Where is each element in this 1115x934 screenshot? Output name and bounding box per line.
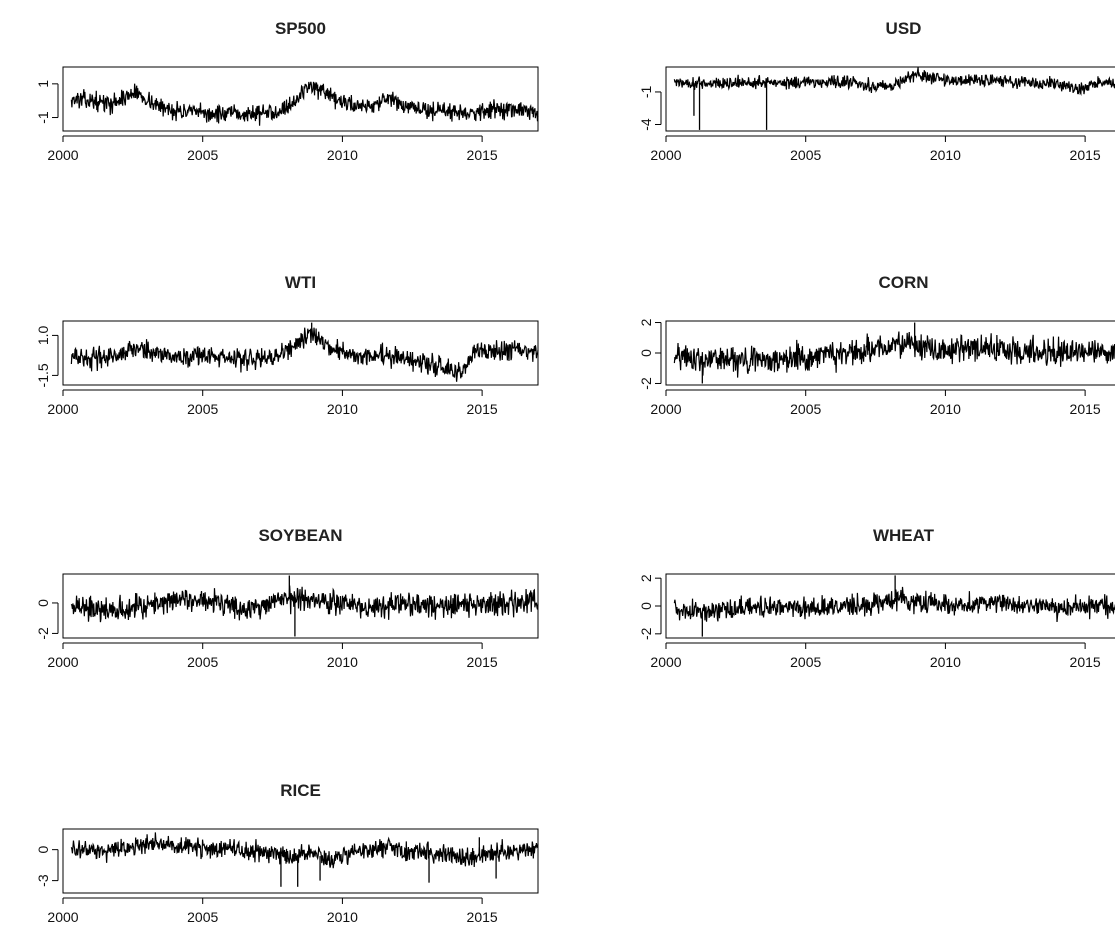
x-tick-label: 2005 bbox=[187, 654, 218, 670]
panel-soybean: SOYBEAN 2000 2005 2010 2015 -2 0 bbox=[35, 526, 539, 670]
y-tick-label: 2 bbox=[638, 318, 654, 326]
plot-frame bbox=[62, 320, 539, 386]
x-tick-label: 2015 bbox=[467, 401, 498, 417]
y-tick-label: -1 bbox=[35, 111, 51, 124]
y-tick-label: 0 bbox=[638, 602, 654, 610]
x-tick-label: 2000 bbox=[47, 654, 78, 670]
y-tick-label: 2 bbox=[638, 574, 654, 582]
plot-frame bbox=[62, 828, 539, 894]
panel-rice: RICE 2000 2005 2010 2015 -3 0 bbox=[35, 781, 539, 925]
x-tick-label: 2015 bbox=[467, 147, 498, 163]
x-tick-label: 2010 bbox=[327, 147, 358, 163]
plot-frame bbox=[62, 573, 539, 639]
x-tick-label: 2015 bbox=[1070, 654, 1101, 670]
x-tick-label: 2010 bbox=[930, 401, 961, 417]
plot-frame bbox=[62, 66, 539, 132]
series-line bbox=[70, 81, 539, 126]
x-tick-label: 2005 bbox=[790, 147, 821, 163]
panel-wheat: WHEAT 2000 2005 2010 2015 -2 0 2 bbox=[638, 526, 1115, 670]
chart-title: SP500 bbox=[275, 19, 326, 38]
x-tick-label: 2005 bbox=[187, 147, 218, 163]
y-tick-label: 1 bbox=[35, 80, 51, 88]
y-tick-label: 0 bbox=[638, 349, 654, 357]
y-tick-label: -2 bbox=[638, 377, 654, 390]
plot-frame bbox=[665, 320, 1115, 386]
series-line bbox=[673, 67, 1115, 97]
x-tick-label: 2010 bbox=[930, 147, 961, 163]
x-tick-label: 2000 bbox=[650, 654, 681, 670]
x-tick-label: 2005 bbox=[790, 654, 821, 670]
x-tick-label: 2010 bbox=[327, 654, 358, 670]
y-tick-label: -3 bbox=[35, 874, 51, 887]
series-line bbox=[673, 586, 1115, 622]
x-tick-label: 2000 bbox=[47, 147, 78, 163]
panel-usd: USD 2000 2005 2010 2015 -4 -1 bbox=[638, 19, 1115, 163]
panel-corn: CORN 2000 2005 2010 2015 -2 0 2 bbox=[638, 273, 1115, 417]
x-tick-label: 2015 bbox=[1070, 401, 1101, 417]
y-tick-label: -2 bbox=[35, 627, 51, 640]
series-line bbox=[70, 585, 539, 623]
x-tick-label: 2000 bbox=[650, 401, 681, 417]
plot-frame bbox=[665, 66, 1115, 132]
y-tick-label: -4 bbox=[638, 118, 654, 131]
chart-title: WHEAT bbox=[873, 526, 935, 545]
y-tick-label: -2 bbox=[638, 627, 654, 640]
x-tick-label: 2000 bbox=[47, 909, 78, 925]
x-tick-label: 2010 bbox=[327, 401, 358, 417]
x-tick-label: 2005 bbox=[790, 401, 821, 417]
chart-title: CORN bbox=[878, 273, 928, 292]
series-line bbox=[673, 331, 1115, 378]
series-line bbox=[70, 832, 539, 869]
y-tick-label: 1.0 bbox=[35, 325, 51, 345]
x-tick-label: 2005 bbox=[187, 909, 218, 925]
y-tick-label: -1 bbox=[638, 86, 654, 99]
chart-title: RICE bbox=[280, 781, 321, 800]
x-tick-label: 2010 bbox=[327, 909, 358, 925]
chart-title: USD bbox=[886, 19, 922, 38]
x-tick-label: 2015 bbox=[467, 909, 498, 925]
x-tick-label: 2015 bbox=[1070, 147, 1101, 163]
y-tick-label: 0 bbox=[35, 846, 51, 854]
x-tick-label: 2000 bbox=[47, 401, 78, 417]
series-line bbox=[70, 327, 539, 382]
panel-sp500: SP500 2000 2005 2010 2015 -1 1 bbox=[35, 19, 539, 163]
x-tick-label: 2000 bbox=[650, 147, 681, 163]
panel-wti: WTI 2000 2005 2010 2015 -1.5 1.0 bbox=[35, 273, 539, 417]
plot-frame bbox=[665, 573, 1115, 639]
y-tick-label: -1.5 bbox=[35, 363, 51, 387]
x-tick-label: 2010 bbox=[930, 654, 961, 670]
x-tick-label: 2005 bbox=[187, 401, 218, 417]
y-tick-label: 0 bbox=[35, 599, 51, 607]
chart-title: WTI bbox=[285, 273, 316, 292]
chart-title: SOYBEAN bbox=[258, 526, 342, 545]
x-tick-label: 2015 bbox=[467, 654, 498, 670]
